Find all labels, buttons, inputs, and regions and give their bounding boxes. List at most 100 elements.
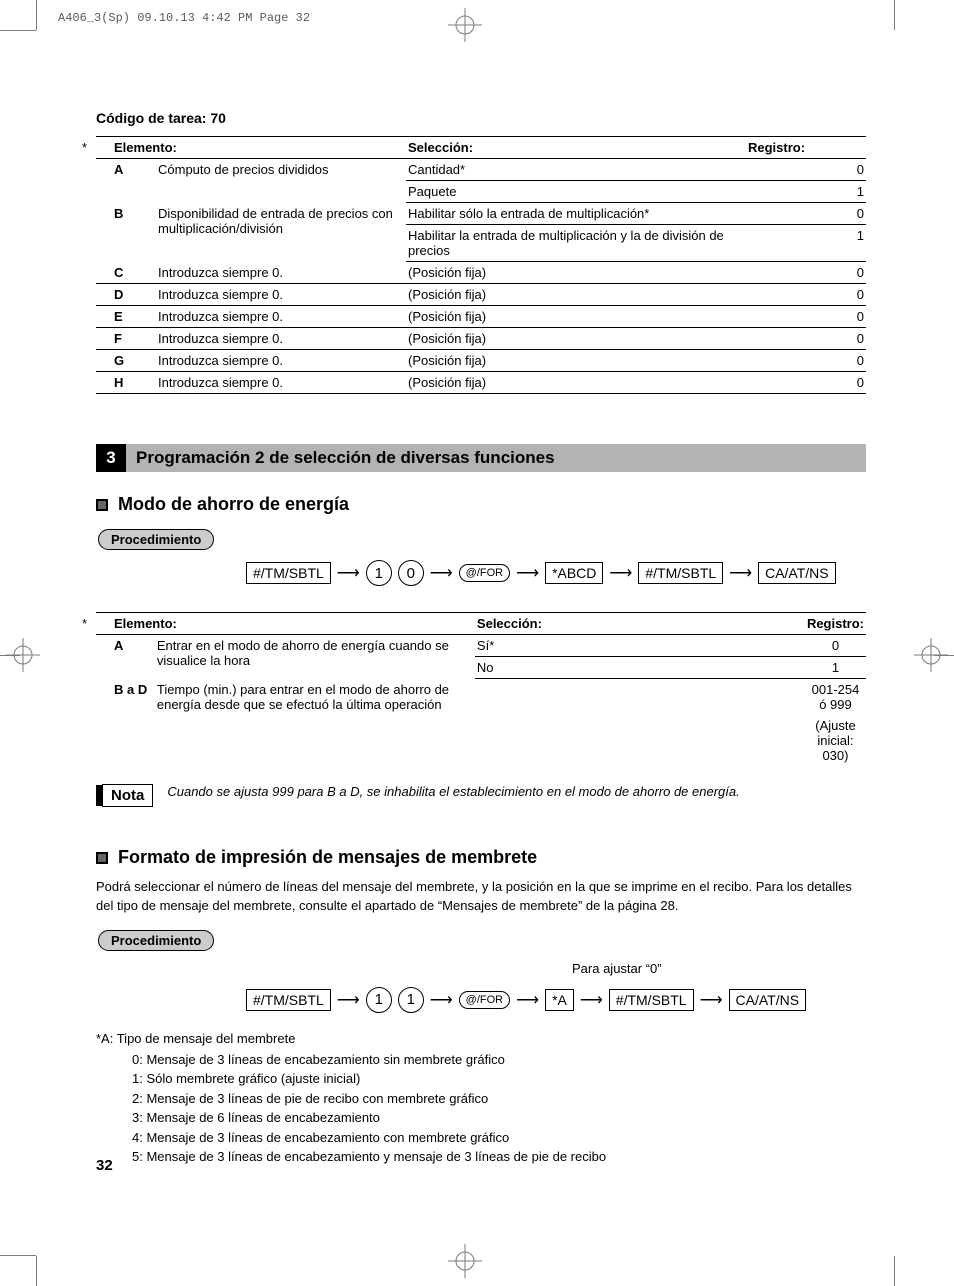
square-bullet-icon: [96, 852, 108, 864]
list-item: 3: Mensaje de 6 líneas de encabezamiento: [132, 1108, 866, 1128]
cell-sel: Paquete: [406, 181, 746, 203]
arrow-icon: ⟶: [430, 990, 453, 1010]
th-elemento: Elemento:: [96, 613, 475, 635]
cell-desc: Introduzca siempre 0.: [156, 306, 406, 328]
key-abcd: *ABCD: [545, 562, 603, 584]
cell-reg: 0: [746, 284, 866, 306]
cell-reg: 0: [746, 159, 866, 181]
cell-desc: Introduzca siempre 0.: [156, 328, 406, 350]
cell-sel: (Posición fija): [406, 306, 746, 328]
cell-el: [96, 715, 155, 766]
cell-el: G: [96, 350, 156, 372]
arrow-icon: ⟶: [516, 563, 539, 583]
arrow-icon: ⟶: [700, 990, 723, 1010]
arrow-icon: ⟶: [516, 990, 539, 1010]
cell-sel: (Posición fija): [406, 284, 746, 306]
table-row: C Introduzca siempre 0. (Posición fija) …: [96, 262, 866, 284]
registration-mark: [448, 1244, 482, 1278]
th-registro: Registro:: [805, 613, 866, 635]
key-digit: 1: [366, 987, 392, 1013]
key-digit: 0: [398, 560, 424, 586]
cell-sel: (Posición fija): [406, 350, 746, 372]
th-seleccion: Selección:: [406, 137, 746, 159]
cell-desc: Entrar en el modo de ahorro de energía c…: [155, 635, 475, 679]
section-title: Programación 2 de selección de diversas …: [126, 444, 866, 472]
procedure-flow-1: #/TM/SBTL ⟶ 1 0 ⟶ @/FOR ⟶ *ABCD ⟶ #/TM/S…: [246, 560, 866, 586]
cell-sel: No: [475, 657, 805, 679]
cell-sel: Sí*: [475, 635, 805, 657]
cell-el: D: [96, 284, 156, 306]
registration-mark: [6, 638, 40, 672]
cell-el: B: [96, 203, 156, 262]
subsection-header: Formato de impresión de mensajes de memb…: [96, 847, 866, 868]
key-digit: 1: [398, 987, 424, 1013]
crop-mark: [0, 1255, 36, 1256]
cell-sel: (Posición fija): [406, 372, 746, 394]
arrow-icon: ⟶: [337, 563, 360, 583]
zero-annotation: Para ajustar “0”: [572, 961, 662, 976]
cell-desc: Tiempo (min.) para entrar en el modo de …: [155, 679, 475, 767]
cell-el: B a D: [96, 679, 155, 716]
arrow-icon: ⟶: [729, 563, 752, 583]
cell-reg: 1: [746, 181, 866, 203]
cell-sel: [475, 715, 805, 766]
cell-reg: 0: [746, 203, 866, 225]
arrow-icon: ⟶: [609, 563, 632, 583]
procedure-pill: Procedimiento: [98, 930, 214, 951]
cell-reg: (Ajuste inicial: 030): [805, 715, 866, 766]
table-row: D Introduzca siempre 0. (Posición fija) …: [96, 284, 866, 306]
cell-desc: Introduzca siempre 0.: [156, 350, 406, 372]
table-row: B Disponibilidad de entrada de precios c…: [96, 203, 866, 225]
table-energy: Elemento: Selección: Registro: A Entrar …: [96, 612, 866, 766]
subsection-title: Modo de ahorro de energía: [118, 494, 349, 515]
table-row: E Introduzca siempre 0. (Posición fija) …: [96, 306, 866, 328]
key-for: @/FOR: [459, 564, 510, 582]
cell-el: C: [96, 262, 156, 284]
th-elemento: Elemento:: [96, 137, 406, 159]
note-text: Cuando se ajusta 999 para B a D, se inha…: [167, 784, 866, 799]
procedure-pill: Procedimiento: [98, 529, 214, 550]
procedure-flow-2: Para ajustar “0” #/TM/SBTL ⟶ 1 1 ⟶ @/FOR…: [246, 961, 866, 1021]
key-a: *A: [545, 989, 574, 1011]
list-item: 0: Mensaje de 3 líneas de encabezamiento…: [132, 1050, 866, 1070]
registration-mark: [914, 638, 948, 672]
asterisk: *: [82, 616, 87, 631]
cell-reg: 0: [746, 262, 866, 284]
cell-sel: [475, 679, 805, 716]
cell-el: A: [96, 635, 155, 679]
th-registro: Registro:: [746, 137, 866, 159]
arrow-icon: ⟶: [430, 563, 453, 583]
crop-mark: [36, 1256, 37, 1286]
crop-mark: [894, 1256, 895, 1286]
key-tm-sbtl: #/TM/SBTL: [246, 989, 331, 1011]
paragraph: Podrá seleccionar el número de líneas de…: [96, 878, 866, 916]
arrow-icon: ⟶: [580, 990, 603, 1010]
cell-reg: 001-254 ó 999: [805, 679, 866, 716]
list-item: 5: Mensaje de 3 líneas de encabezamiento…: [132, 1147, 866, 1167]
cell-sel: (Posición fija): [406, 328, 746, 350]
cell-el: H: [96, 372, 156, 394]
cell-el: F: [96, 328, 156, 350]
cell-desc: Cómputo de precios divididos: [156, 159, 406, 203]
content-area: Código de tarea: 70 * Elemento: Selecció…: [96, 110, 866, 1167]
crop-mark: [36, 0, 37, 30]
cell-desc: Introduzca siempre 0.: [156, 284, 406, 306]
list-item: 2: Mensaje de 3 líneas de pie de recibo …: [132, 1089, 866, 1109]
asterisk: *: [82, 140, 87, 155]
cell-sel: Habilitar sólo la entrada de multiplicac…: [406, 203, 746, 225]
arrow-icon: ⟶: [337, 990, 360, 1010]
cell-sel: (Posición fija): [406, 262, 746, 284]
cell-sel: Habilitar la entrada de multiplicación y…: [406, 225, 746, 262]
key-digit: 1: [366, 560, 392, 586]
key-ca-at-ns: CA/AT/NS: [729, 989, 807, 1011]
cell-reg: 0: [746, 306, 866, 328]
note-block: Nota Cuando se ajusta 999 para B a D, se…: [96, 784, 866, 807]
cell-desc: Disponibilidad de entrada de precios con…: [156, 203, 406, 262]
page-number: 32: [96, 1157, 113, 1174]
subsection-title: Formato de impresión de mensajes de memb…: [118, 847, 537, 868]
cell-reg: 0: [746, 350, 866, 372]
table-row: B a D Tiempo (min.) para entrar en el mo…: [96, 679, 866, 716]
cell-reg: 0: [746, 328, 866, 350]
crop-mark: [894, 0, 895, 30]
table-row: H Introduzca siempre 0. (Posición fija) …: [96, 372, 866, 394]
